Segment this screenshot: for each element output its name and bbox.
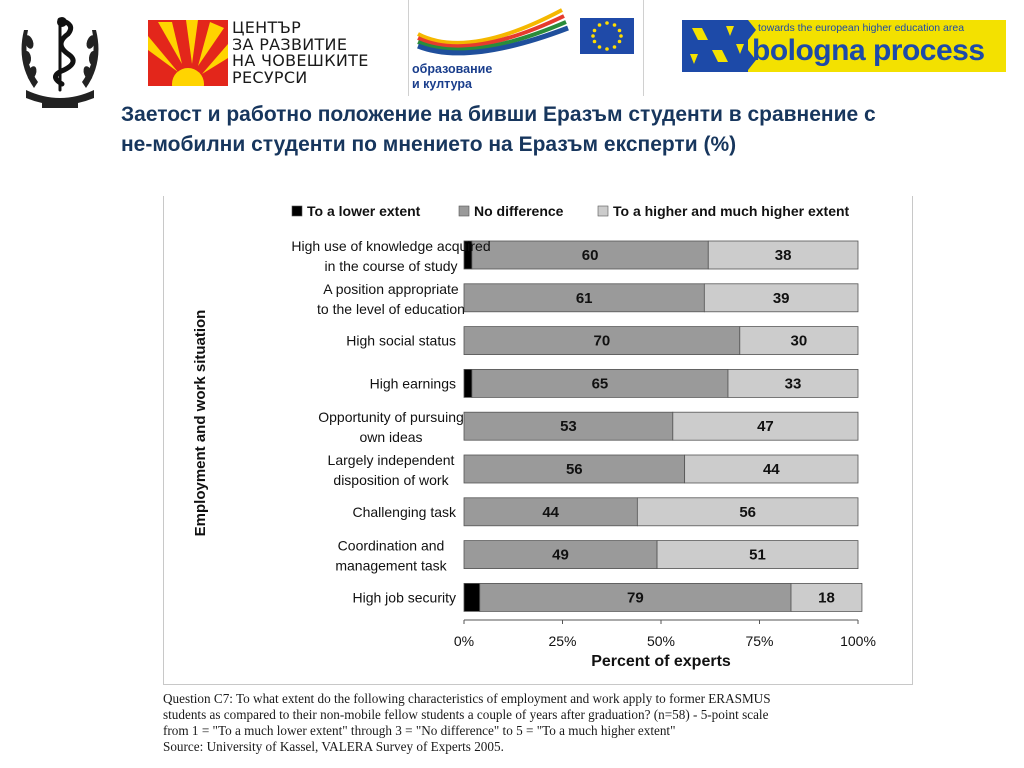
data-label: 44 <box>763 461 780 478</box>
category-label: High use of knowledge acquired <box>291 238 490 254</box>
data-label: 18 <box>818 589 835 606</box>
hrdc-logo-text: ЦЕНТЪР ЗА РАЗВИТИЕ НА ЧОВЕШКИТЕ РЕСУРСИ <box>232 18 369 87</box>
x-tick-label: 100% <box>840 633 876 649</box>
bar-segment <box>684 454 859 484</box>
data-label: 56 <box>566 461 583 478</box>
caption-line: students as compared to their non-mobile… <box>163 707 769 722</box>
category-label: Coordination and <box>338 538 445 554</box>
x-tick-label: 25% <box>548 633 576 649</box>
caption-line: from 1 = "To a much lower extent" throug… <box>163 723 676 738</box>
category-label: disposition of work <box>333 472 449 488</box>
bar-segment <box>707 240 859 270</box>
bar-segment <box>463 326 741 356</box>
education-culture-eu-logo <box>408 0 644 96</box>
x-tick-label: 0% <box>454 633 474 649</box>
bar-segment <box>636 497 859 527</box>
data-label: 65 <box>592 375 609 392</box>
data-label: 39 <box>773 290 790 307</box>
bar-segment <box>471 240 709 270</box>
x-axis-title: Percent of experts <box>591 653 731 670</box>
bar-segment <box>739 326 859 356</box>
category-label: High earnings <box>370 375 456 391</box>
category-label: Challenging task <box>352 504 457 520</box>
caption-line: Question C7: To what extent do the follo… <box>163 691 771 706</box>
university-seal-logo <box>21 17 99 108</box>
category-label: to the level of education <box>317 301 465 317</box>
bar-segment <box>463 411 674 441</box>
bologna-wordmark: bologna process <box>752 34 985 67</box>
legend-label: No difference <box>474 203 564 219</box>
data-label: 53 <box>560 418 577 435</box>
data-label: 38 <box>775 247 792 264</box>
data-label: 47 <box>757 418 774 435</box>
data-label: 56 <box>739 504 756 521</box>
education-culture-text: образование и култура <box>412 62 493 91</box>
data-label: 61 <box>576 290 593 307</box>
x-tick-label: 75% <box>745 633 773 649</box>
category-label: Opportunity of pursuing <box>318 409 464 425</box>
data-label: 51 <box>749 547 766 564</box>
bar-segment <box>463 454 686 484</box>
data-label: 49 <box>552 547 569 564</box>
data-label: 60 <box>582 247 599 264</box>
x-tick-label: 50% <box>647 633 675 649</box>
bologna-process-logo <box>682 20 1006 72</box>
data-label: 30 <box>791 333 808 350</box>
data-label: 44 <box>542 504 559 521</box>
bar-segment <box>656 540 859 570</box>
chart-caption: Question C7: To what extent do the follo… <box>163 691 1013 755</box>
legend-label: To a higher and much higher extent <box>613 203 850 219</box>
legend-swatch <box>291 205 303 217</box>
data-label: 79 <box>627 589 644 606</box>
bar-segment <box>463 582 481 612</box>
bar-segment <box>727 368 859 398</box>
category-label: High social status <box>346 333 456 349</box>
bar-segment <box>790 582 863 612</box>
bologna-tagline: towards the european higher education ar… <box>758 22 965 34</box>
legend-label: To a lower extent <box>307 203 421 219</box>
bar-segment <box>463 497 638 527</box>
hrdc-sun-logo <box>148 20 228 86</box>
legend-swatch <box>597 205 609 217</box>
bar-segment <box>703 283 859 313</box>
category-label: management task <box>335 558 447 574</box>
bar-segment <box>463 283 705 313</box>
bar-segment <box>471 368 729 398</box>
category-label: Largely independent <box>328 452 455 468</box>
legend-swatch <box>458 205 470 217</box>
caption-line: Source: University of Kassel, VALERA Sur… <box>163 739 504 754</box>
category-label: own ideas <box>359 429 422 445</box>
category-label: in the course of study <box>324 258 457 274</box>
data-label: 70 <box>594 333 611 350</box>
slide-title: Заетост и работно положение на бивши Ера… <box>121 103 876 156</box>
data-label: 33 <box>785 375 802 392</box>
bar-segment <box>672 411 859 441</box>
stacked-bar-chart: To a lower extent No difference To a highe… <box>192 203 876 670</box>
y-axis-title: Employment and work situation <box>192 310 209 537</box>
bar-segment <box>463 368 473 398</box>
category-label: High job security <box>353 589 457 605</box>
category-label: A position appropriate <box>323 281 459 297</box>
bar-segment <box>479 582 792 612</box>
